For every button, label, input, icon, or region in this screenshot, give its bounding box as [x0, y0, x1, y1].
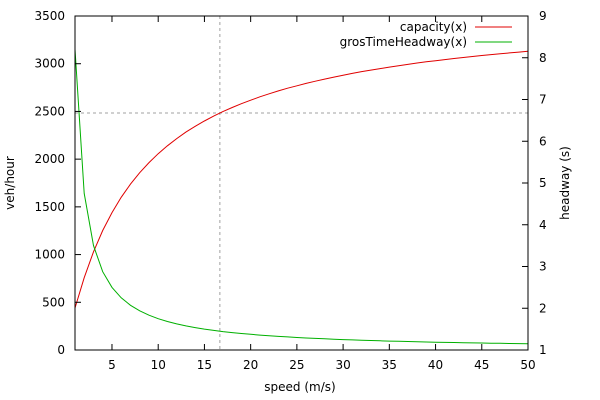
- x-tick-label: 40: [428, 358, 443, 372]
- legend-label: capacity(x): [400, 20, 467, 34]
- legend: capacity(x)grosTimeHeadway(x): [340, 20, 512, 49]
- x-tick-label: 50: [520, 358, 535, 372]
- x-tick-label: 15: [197, 358, 212, 372]
- y-tick-label: 2000: [34, 152, 65, 166]
- x-tick-label: 10: [151, 358, 166, 372]
- y2-tick-label: 5: [539, 176, 547, 190]
- y2-tick-label: 3: [539, 260, 547, 274]
- y-axis-right: 1 2 3 4 5 6 7 8 9: [522, 9, 547, 357]
- x-tick-label: 5: [108, 358, 116, 372]
- legend-label: grosTimeHeadway(x): [340, 35, 467, 49]
- x-tick-label: 45: [474, 358, 489, 372]
- y2-tick-label: 7: [539, 93, 547, 107]
- x-tick-label: 25: [289, 358, 304, 372]
- x-axis-label: speed (m/s): [264, 380, 335, 394]
- y2-tick-label: 8: [539, 51, 547, 65]
- plot-frame: [74, 15, 529, 351]
- x-tick-label: 30: [335, 358, 350, 372]
- y2-tick-label: 9: [539, 9, 547, 23]
- reference-crosshair: [75, 16, 528, 350]
- y2-axis-label: headway (s): [558, 146, 572, 220]
- y-axis-label: veh/hour: [3, 156, 17, 210]
- series-line-0: [74, 50, 529, 309]
- plot-series: [74, 49, 529, 345]
- y2-tick-label: 4: [539, 218, 547, 232]
- x-axis: 5 10 15 20 25 30 35 40 45 50: [108, 16, 536, 372]
- y-tick-label: 500: [42, 295, 65, 309]
- y-tick-label: 3500: [34, 9, 65, 23]
- x-tick-label: 20: [243, 358, 258, 372]
- y-tick-label: 0: [57, 343, 65, 357]
- y-axis-left: 0 500 1000 1500 2000 2500 3000 3500: [34, 9, 81, 357]
- y-tick-label: 2500: [34, 104, 65, 118]
- y-tick-label: 1500: [34, 200, 65, 214]
- series-line-1: [74, 49, 529, 345]
- y2-tick-label: 1: [539, 343, 547, 357]
- y2-tick-label: 2: [539, 301, 547, 315]
- x-tick-label: 35: [382, 358, 397, 372]
- y-tick-label: 3000: [34, 57, 65, 71]
- y-tick-label: 1000: [34, 248, 65, 262]
- y2-tick-label: 6: [539, 134, 547, 148]
